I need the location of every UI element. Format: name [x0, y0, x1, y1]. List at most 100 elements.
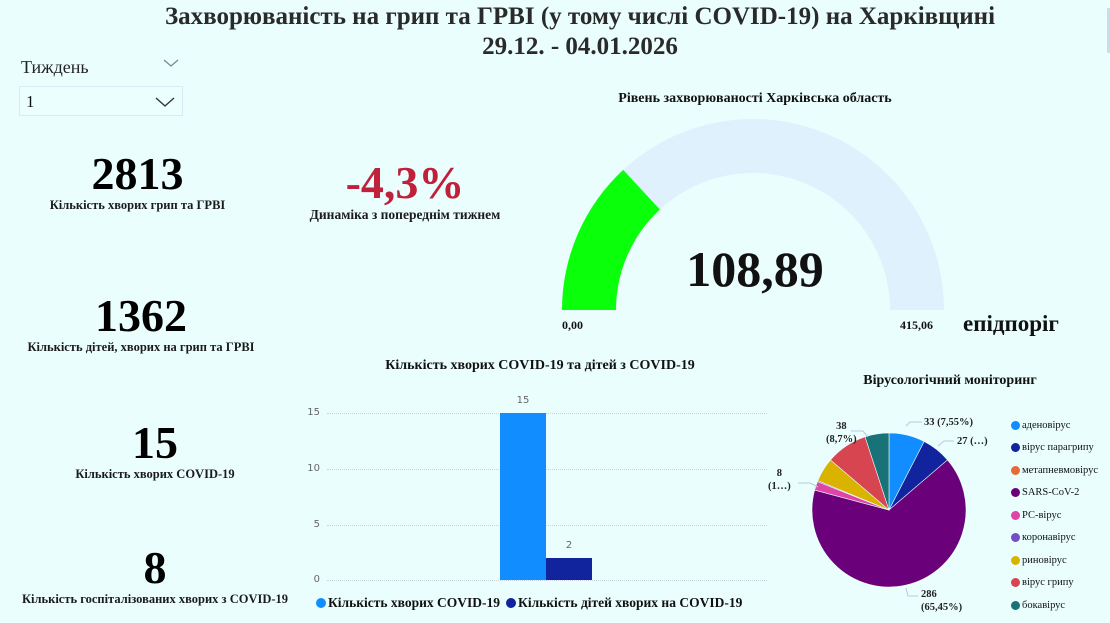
pie-label-value: 8 — [776, 468, 782, 479]
pie-label-flu: 38 (8,7%) — [826, 420, 857, 446]
legend-label: коронавірус — [1022, 532, 1076, 544]
gauge-chart[interactable] — [540, 110, 970, 320]
pie-label-sars: 286 (65,45%) — [921, 588, 962, 614]
pie-label-percent: (8,7%) — [826, 434, 857, 445]
legend-dot-icon — [1011, 443, 1020, 453]
legend-dot-icon — [1011, 555, 1020, 565]
pie-chart-legend: аденовірус вірус парагрипу метапневмовір… — [1011, 414, 1098, 617]
legend-item-influenza[interactable]: вірус грипу — [1011, 572, 1098, 595]
legend-item-rhinovirus[interactable]: риновірус — [1011, 549, 1098, 572]
leader-line — [905, 421, 922, 427]
legend-item-covid-cases[interactable]: Кількість хворих COVID-19 — [316, 595, 500, 611]
kpi-label: Динаміка з попереднім тижнем — [309, 207, 501, 222]
gridline — [327, 580, 767, 581]
legend-label: вірус грипу — [1022, 577, 1074, 589]
kpi-value: 2813 — [91, 148, 184, 199]
pie-chart[interactable] — [760, 400, 1010, 620]
kpi-dynamics-value: -4,3% — [345, 157, 465, 208]
pie-label-paraflu: 27 (…) — [957, 436, 988, 447]
legend-dot-icon — [1011, 420, 1020, 430]
legend-item-adenovirus[interactable]: аденовірус — [1011, 414, 1098, 437]
pie-slice[interactable] — [811, 459, 967, 588]
pie-label-value: 38 — [836, 421, 847, 432]
pie-slice[interactable] — [864, 432, 890, 511]
legend-dot-icon — [506, 598, 517, 608]
kpi-covid-cases: 15 Кількість хворих COVID-19 — [20, 417, 290, 482]
gauge-threshold-label: епідпоріг — [963, 311, 1059, 336]
y-tick: 15 — [307, 407, 320, 418]
leader-line — [937, 440, 954, 447]
chevron-down-icon[interactable] — [162, 56, 180, 70]
page-title: Захворюваність на грип та ГРВІ (у тому ч… — [0, 2, 1110, 62]
legend-item-bocavirus[interactable]: бокавірус — [1011, 594, 1098, 617]
legend-item-children-covid[interactable]: Кількість дітей хворих на COVID-19 — [506, 595, 742, 611]
legend-item-parainfluenza[interactable]: вірус парагрипу — [1011, 437, 1098, 460]
bar-children-covid[interactable] — [546, 558, 592, 580]
bar-chart-legend: Кількість хворих COVID-19 Кількість діте… — [316, 595, 742, 611]
legend-dot-icon — [1011, 465, 1020, 475]
y-tick: 0 — [313, 574, 320, 585]
kpi-value: 8 — [143, 542, 167, 593]
kpi-label: Кількість хворих грип та ГРВІ — [49, 198, 226, 212]
gridline — [327, 525, 767, 526]
gauge-min-label: 0,00 — [562, 318, 583, 332]
y-tick: 10 — [307, 463, 320, 474]
y-tick: 5 — [313, 519, 320, 530]
legend-item-metapneumovirus[interactable]: метапневмовірус — [1011, 459, 1098, 482]
bar-chart[interactable]: 15 10 5 0 15 2 — [300, 390, 770, 590]
legend-item-coronavirus[interactable]: коронавірус — [1011, 527, 1098, 550]
legend-item-sars-cov-2[interactable]: SARS-CoV-2 — [1011, 482, 1098, 505]
legend-dot-icon — [1011, 578, 1020, 588]
legend-label: метапневмовірус — [1022, 464, 1099, 476]
pie-chart-title: Вірусологічний моніторинг — [863, 373, 1037, 388]
kpi-flu-cases: 2813 Кількість хворих грип та ГРВІ — [20, 148, 255, 213]
legend-dot-icon — [1011, 600, 1020, 610]
legend-label: риновірус — [1022, 554, 1067, 566]
kpi-label: Кількість госпіталізованих хворих з COVI… — [21, 592, 289, 606]
week-filter-label: Тиждень — [21, 57, 89, 77]
leader-line — [851, 430, 869, 438]
legend-dot-icon — [316, 598, 326, 608]
legend-dot-icon — [1011, 488, 1020, 498]
legend-label: Кількість хворих COVID-19 — [328, 595, 501, 610]
gauge-title: Рівень захворюваності Харківська область — [618, 91, 892, 106]
kpi-label: Кількість хворих COVID-19 — [75, 467, 235, 481]
legend-label: аденовірус — [1022, 419, 1071, 431]
gauge-value: 108,89 — [686, 241, 824, 297]
week-select-dropdown[interactable]: 1 — [19, 86, 183, 116]
pie-label-rs: 8 (1…) — [768, 467, 791, 493]
pie-label-value: 286 — [921, 589, 937, 600]
legend-dot-icon — [1011, 533, 1020, 543]
kpi-dynamics: -4,3% Динаміка з попереднім тижнем — [280, 157, 530, 223]
gauge-fill — [562, 169, 660, 310]
pie-label-adeno: 33 (7,55%) — [924, 417, 973, 428]
bar-data-label: 15 — [516, 395, 530, 406]
legend-label: бокавірус — [1022, 599, 1066, 611]
kpi-children-cases: 1362 Кількість дітей, хворих на грип та … — [0, 290, 282, 355]
gridline — [327, 469, 767, 470]
page-title-main: Захворюваність на грип та ГРВІ (у тому ч… — [164, 3, 996, 30]
kpi-label: Кількість дітей, хворих на грип та ГРВІ — [27, 340, 255, 354]
pie-label-percent: (1…) — [768, 481, 791, 492]
kpi-value: 1362 — [95, 290, 187, 341]
bar-covid-cases[interactable] — [500, 413, 546, 580]
bar-chart-title: Кількість хворих COVID-19 та дітей з COV… — [385, 358, 695, 373]
gauge-max-label: 415,06 — [900, 318, 933, 332]
bar-data-label: 2 — [565, 540, 573, 551]
chevron-down-icon — [155, 97, 175, 107]
legend-label: вірус парагрипу — [1022, 442, 1094, 454]
legend-label: Кількість дітей хворих на COVID-19 — [518, 595, 743, 610]
kpi-covid-hospitalized: 8 Кількість госпіталізованих хворих з CO… — [0, 542, 310, 607]
leader-line — [905, 587, 918, 597]
page-title-dates: 29.12. - 04.01.2026 — [482, 33, 678, 60]
kpi-value: 15 — [132, 417, 178, 468]
vertical-scrollbar[interactable] — [1107, 8, 1110, 53]
legend-label: SARS-CoV-2 — [1022, 487, 1080, 499]
legend-item-rs-virus[interactable]: РС-вірус — [1011, 504, 1098, 527]
gauge-track — [562, 119, 944, 310]
legend-dot-icon — [1011, 510, 1020, 520]
gridline — [327, 413, 767, 414]
week-select-value: 1 — [26, 92, 35, 111]
leader-line — [798, 482, 819, 488]
pie-label-percent: (65,45%) — [921, 602, 963, 613]
